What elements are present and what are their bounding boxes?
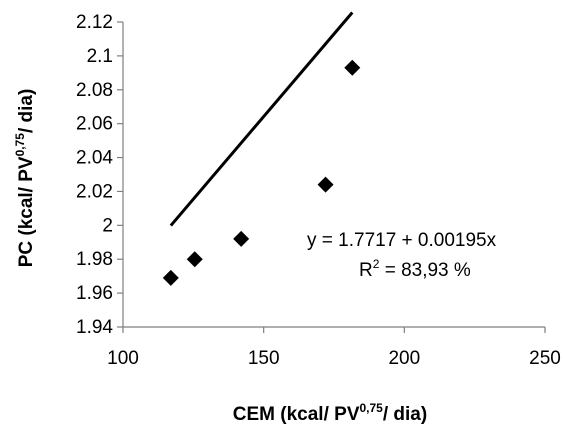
equation-label: y = 1.7717 + 0.00195x (307, 230, 497, 251)
axes (117, 21, 546, 333)
y-tick-label: 1.96 (76, 283, 113, 304)
y-tick-label: 2.06 (76, 114, 113, 135)
data-point-diamond (162, 269, 179, 286)
y-tick-label: 2.1 (87, 46, 113, 67)
y-axis-title: PC (kcal/ PV0,75/ dia) (13, 89, 37, 268)
data-point-diamond (344, 59, 361, 76)
x-axis-title-main: CEM (kcal/ PV (233, 404, 360, 425)
x-axis-title: CEM (kcal/ PV0,75/ dia) (233, 401, 427, 425)
data-point-diamond (233, 230, 250, 247)
r2-label: R2 = 83,93 % (359, 257, 471, 281)
x-tick-labels: 100 150 200 250 (107, 348, 561, 369)
trendline (169, 11, 354, 227)
data-points (162, 59, 361, 286)
r2-value: = 83,93 % (379, 260, 470, 281)
y-axis-title-main: PC (kcal/ PV (16, 156, 37, 267)
y-axis-title-tail: / dia) (16, 89, 37, 133)
trendline-layer (169, 11, 354, 227)
data-point-diamond (186, 251, 203, 268)
y-tick-label: 2.04 (76, 148, 113, 169)
y-tick-label: 2 (102, 215, 113, 236)
r2-prefix: R (359, 260, 373, 281)
y-tick-label: 1.98 (76, 249, 113, 270)
y-tick-labels: 1.94 1.96 1.98 2 2.02 2.04 2.06 2.08 2.1 2.12 (76, 12, 113, 338)
x-tick-label: 200 (388, 348, 420, 369)
y-tick-label: 2.12 (76, 12, 113, 33)
x-axis-title-superscript: 0,75 (360, 401, 384, 415)
data-point-diamond (317, 176, 334, 193)
y-axis-title-superscript: 0,75 (13, 133, 27, 157)
r2-superscript: 2 (373, 257, 380, 271)
y-tick-label: 1.94 (76, 317, 113, 338)
y-tick-label: 2.08 (76, 80, 113, 101)
x-axis-title-tail: / dia) (383, 404, 427, 425)
y-tick-label: 2.02 (76, 181, 113, 202)
x-tick-label: 250 (529, 348, 561, 369)
x-tick-label: 150 (248, 348, 280, 369)
x-tick-label: 100 (107, 348, 139, 369)
